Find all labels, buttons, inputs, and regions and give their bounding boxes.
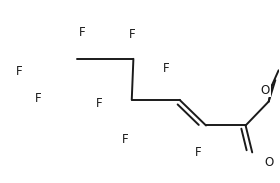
Text: F: F <box>194 146 201 159</box>
Text: F: F <box>163 62 170 75</box>
Text: F: F <box>129 28 135 41</box>
Text: F: F <box>34 92 41 105</box>
Text: O: O <box>261 83 270 96</box>
Text: F: F <box>95 97 102 110</box>
Text: F: F <box>122 133 129 146</box>
Text: F: F <box>16 66 23 79</box>
Text: O: O <box>264 156 273 169</box>
Text: F: F <box>79 26 86 39</box>
